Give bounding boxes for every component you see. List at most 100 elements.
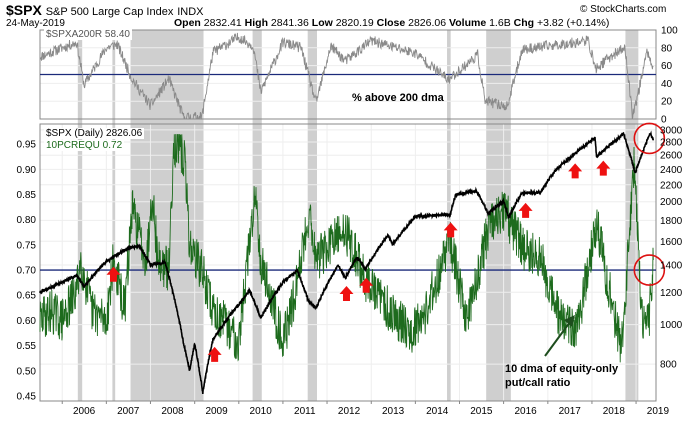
x-tick-2009: 2009	[205, 406, 228, 417]
open-value: 2832.41	[203, 17, 242, 29]
spx-tick-2200: 2200	[660, 180, 683, 191]
spx-tick-1800: 1800	[660, 216, 683, 227]
close-value: 2826.06	[408, 17, 447, 29]
x-tick-2017: 2017	[559, 406, 582, 417]
shaded-period-7	[625, 30, 639, 401]
buy-arrow-1	[207, 346, 222, 362]
annotation-putcall-line2: put/call ratio	[505, 377, 571, 389]
top-tick-0: 0	[661, 115, 667, 126]
x-tick-2018: 2018	[603, 406, 626, 417]
pc-tick-0.85: 0.85	[17, 190, 37, 201]
pc-tick-0.70: 0.70	[17, 266, 37, 277]
breadth-line	[39, 32, 654, 120]
high-value: 2841.36	[270, 17, 309, 29]
spx-tick-3000: 3000	[660, 125, 683, 136]
x-tick-2015: 2015	[470, 406, 493, 417]
low-value: 2820.19	[335, 17, 374, 29]
symbol: $SPX	[6, 2, 42, 18]
buy-arrow-4	[443, 222, 458, 238]
spx-tick-2600: 2600	[660, 151, 683, 162]
pc-tick-0.45: 0.45	[17, 391, 37, 402]
volume-label: Volume	[449, 17, 487, 29]
shaded-period-3	[252, 30, 262, 401]
spx-tick-1400: 1400	[660, 260, 683, 271]
spx-tick-2000: 2000	[660, 197, 683, 208]
buy-signal-arrows	[106, 160, 611, 362]
legend-spx: $SPX (Daily) 2826.06	[44, 128, 145, 139]
pc-tick-0.55: 0.55	[17, 341, 37, 352]
chg-value: +3.82 (+0.14%)	[536, 17, 610, 29]
buy-arrow-7	[596, 160, 611, 176]
annotation-putcall: 10 dma of equity-only put/call ratio	[505, 362, 618, 390]
close-label: Close	[376, 17, 406, 29]
open-label: Open	[174, 17, 201, 29]
price-stats: Open 2832.41 High 2841.36 Low 2820.19 Cl…	[174, 17, 609, 29]
x-tick-2007: 2007	[117, 406, 140, 417]
circle-putcall-last	[633, 254, 666, 286]
shaded-period-0	[77, 30, 83, 401]
spx-tick-2800: 2800	[660, 138, 683, 149]
shaded-period-4	[307, 30, 318, 401]
x-tick-2014: 2014	[426, 406, 449, 417]
chart-title: $SPX S&P 500 Large Cap Index INDX	[6, 2, 204, 18]
x-tick-2010: 2010	[250, 406, 273, 417]
breadth-series	[39, 32, 654, 120]
index-name: S&P 500 Large Cap Index	[45, 6, 174, 18]
shaded-period-1	[112, 30, 116, 401]
annotation-putcall-line1: 10 dma of equity-only	[505, 363, 619, 375]
correction-shading	[77, 30, 639, 401]
spx-series	[39, 130, 655, 394]
top-tick-60: 60	[661, 61, 673, 72]
spx-tick-2400: 2400	[660, 165, 683, 176]
high-label: High	[244, 17, 268, 29]
top-tick-20: 20	[661, 97, 673, 108]
annotation-pointer-line	[544, 321, 571, 357]
buy-arrow-2	[339, 285, 354, 301]
spx-line	[39, 130, 655, 394]
spx-tick-800: 800	[660, 360, 677, 371]
pc-tick-0.65: 0.65	[17, 291, 37, 302]
pc-tick-0.75: 0.75	[17, 240, 37, 251]
buy-arrow-5	[518, 202, 533, 218]
shaded-period-2	[130, 30, 204, 401]
top-tick-80: 80	[661, 43, 673, 54]
putcall-line	[39, 134, 654, 363]
reference-lines	[40, 73, 656, 271]
pc-tick-0.90: 0.90	[17, 165, 37, 176]
axis-ticks: 2006 2007 2008 2009 2010 2011 2012 2013 2014 2015…	[17, 26, 683, 418]
spx-tick-1600: 1600	[660, 237, 683, 248]
buy-arrow-3	[359, 277, 374, 293]
top-tick-40: 40	[661, 79, 673, 90]
x-tick-2012: 2012	[338, 406, 361, 417]
x-tick-2013: 2013	[382, 406, 405, 417]
chg-label: Chg	[513, 17, 535, 29]
exchange: INDX	[177, 6, 204, 18]
pc-tick-0.50: 0.50	[17, 366, 37, 377]
brand-label: © StockCharts.com	[580, 4, 667, 15]
pc-tick-0.80: 0.80	[17, 215, 37, 226]
pc-tick-0.60: 0.60	[17, 316, 37, 327]
x-tick-2008: 2008	[161, 406, 184, 417]
spx-tick-1000: 1000	[660, 320, 683, 331]
low-label: Low	[311, 17, 333, 29]
chart-date: 24-May-2019	[6, 18, 65, 29]
highlight-circles	[633, 122, 666, 286]
x-tick-2016: 2016	[514, 406, 537, 417]
x-tick-2019: 2019	[647, 406, 670, 417]
circle-spx-last	[633, 122, 666, 155]
buy-arrow-0	[106, 266, 121, 282]
annotation-pointer-head	[564, 315, 575, 327]
main-panel-frame	[39, 123, 657, 402]
volume-value: 1.6B	[489, 17, 511, 29]
x-tick-2006: 2006	[73, 406, 96, 417]
x-tick-2011: 2011	[294, 406, 316, 417]
legend-putcall: 10PCREQU 0.72	[44, 140, 125, 151]
putcall-series	[39, 134, 654, 363]
annotation-dma: % above 200 dma	[352, 92, 444, 104]
legend-breadth: $SPXA200R 58.40	[44, 29, 132, 40]
top-tick-100: 100	[661, 26, 678, 37]
buy-arrow-6	[568, 163, 583, 179]
spx-tick-1200: 1200	[660, 288, 683, 299]
pc-tick-0.95: 0.95	[17, 140, 37, 151]
